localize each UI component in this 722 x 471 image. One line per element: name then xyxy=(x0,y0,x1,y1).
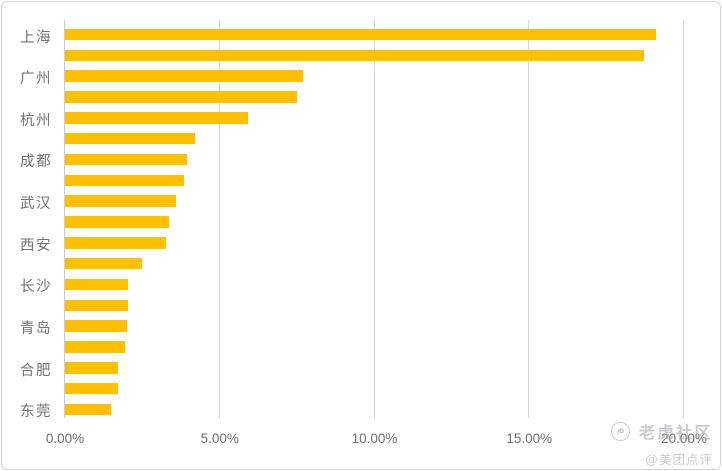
y-tick-label: 东莞 xyxy=(20,404,52,421)
bar xyxy=(65,362,118,374)
bar xyxy=(65,320,127,332)
x-tick-label: 10.00% xyxy=(351,431,398,446)
y-axis-line xyxy=(64,20,65,418)
bar xyxy=(65,257,143,270)
y-tick-label: 长沙 xyxy=(20,279,52,296)
y-tick-label: 西安 xyxy=(20,237,52,254)
watermark: 老虎社区 @美团点评 xyxy=(610,419,713,468)
y-tick-label: 上海 xyxy=(20,29,52,46)
bar xyxy=(65,132,195,145)
bar xyxy=(65,216,169,228)
bar xyxy=(65,28,657,41)
watermark-community-text: 老虎社区 xyxy=(638,425,713,442)
x-tick-label: 0.00% xyxy=(45,431,85,446)
bar xyxy=(65,174,185,187)
bar xyxy=(65,49,644,62)
gridline xyxy=(218,20,220,418)
watermark-handle-text: @美团点评 xyxy=(645,453,713,467)
x-tick-label: 15.00% xyxy=(506,431,553,446)
y-tick-label: 杭州 xyxy=(20,112,52,129)
bar xyxy=(65,299,129,312)
y-tick-label: 合肥 xyxy=(20,362,52,379)
x-tick-label: 20.00% xyxy=(661,431,707,446)
tiger-logo-icon xyxy=(610,421,630,441)
bar xyxy=(65,112,248,124)
bar xyxy=(65,403,112,416)
gridline xyxy=(683,20,684,418)
bar xyxy=(65,382,118,395)
y-tick-label: 广州 xyxy=(20,71,52,88)
gridline xyxy=(528,20,530,418)
bar xyxy=(65,70,304,82)
bar xyxy=(65,153,188,166)
watermark-row: 老虎社区 xyxy=(610,419,713,443)
bar xyxy=(65,195,177,207)
bar xyxy=(65,341,126,353)
y-tick-label: 武汉 xyxy=(20,196,52,213)
bar xyxy=(65,278,129,291)
y-tick-label: 成都 xyxy=(20,154,52,171)
y-tick-label: 青岛 xyxy=(20,321,52,338)
bar xyxy=(65,237,166,249)
gridline xyxy=(373,20,375,418)
bar xyxy=(65,91,298,103)
x-tick-label: 5.00% xyxy=(200,431,239,446)
